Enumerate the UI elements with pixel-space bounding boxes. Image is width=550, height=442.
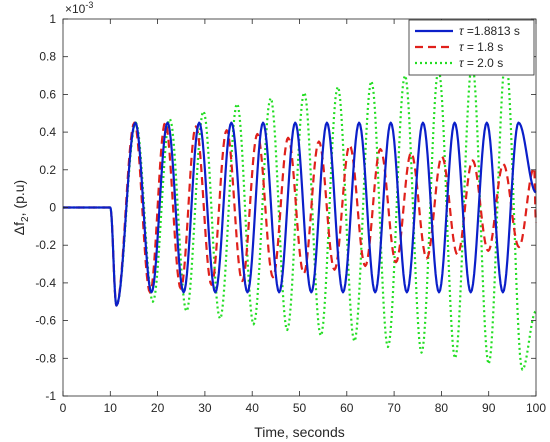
- x-tick-label: 40: [246, 401, 260, 415]
- series-layer: [63, 57, 538, 371]
- y-tick-label: 0.4: [39, 125, 56, 139]
- y-axis-title: Δf2, (p.u): [11, 180, 31, 235]
- y-tick-label: -1: [45, 389, 56, 403]
- series-line-3: [63, 57, 537, 371]
- plot-background: [63, 19, 536, 396]
- y-tick-label: -0.8: [35, 351, 56, 365]
- y-tick-label: -0.6: [35, 314, 56, 328]
- x-tick-label: 70: [387, 401, 401, 415]
- y-tick-label: -0.4: [35, 276, 56, 290]
- x-tick-label: 60: [340, 401, 354, 415]
- axis-exponent-label: ×10-3: [65, 0, 93, 16]
- legend-label-1: τ =1.8813 s: [459, 24, 520, 38]
- legend-label-3: τ = 2.0 s: [459, 56, 503, 70]
- series-line-1: [63, 121, 537, 307]
- y-axis: -1 -0.8 -0.6 -0.4 -0.2 0 0.2 0.4 0.6 0.8 1: [35, 12, 536, 403]
- y-tick-label: 0.8: [39, 50, 56, 64]
- x-tick-label: 80: [435, 401, 449, 415]
- legend: τ =1.8813 s τ = 1.8 s τ = 2.0 s: [408, 19, 535, 76]
- y-tick-label: 0.6: [39, 87, 56, 101]
- legend-label-2: τ = 1.8 s: [459, 40, 503, 54]
- x-tick-label: 30: [198, 401, 212, 415]
- y-tick-label: 1: [49, 12, 56, 26]
- x-tick-label: 0: [60, 401, 67, 415]
- x-axis: 0 10 20 30 40 50 60 70 80 90 100: [60, 19, 546, 415]
- x-axis-title: Time, seconds: [254, 424, 345, 440]
- x-tick-label: 20: [151, 401, 165, 415]
- x-tick-label: 10: [104, 401, 118, 415]
- y-tick-label: -0.2: [35, 238, 56, 252]
- x-tick-label: 100: [526, 401, 546, 415]
- plot-area: [62, 18, 538, 397]
- y-tick-label: 0: [49, 201, 56, 215]
- y-tick-label: 0.2: [39, 163, 56, 177]
- x-tick-label: 50: [293, 401, 307, 415]
- series-line-2: [63, 121, 538, 307]
- x-tick-label: 90: [482, 401, 496, 415]
